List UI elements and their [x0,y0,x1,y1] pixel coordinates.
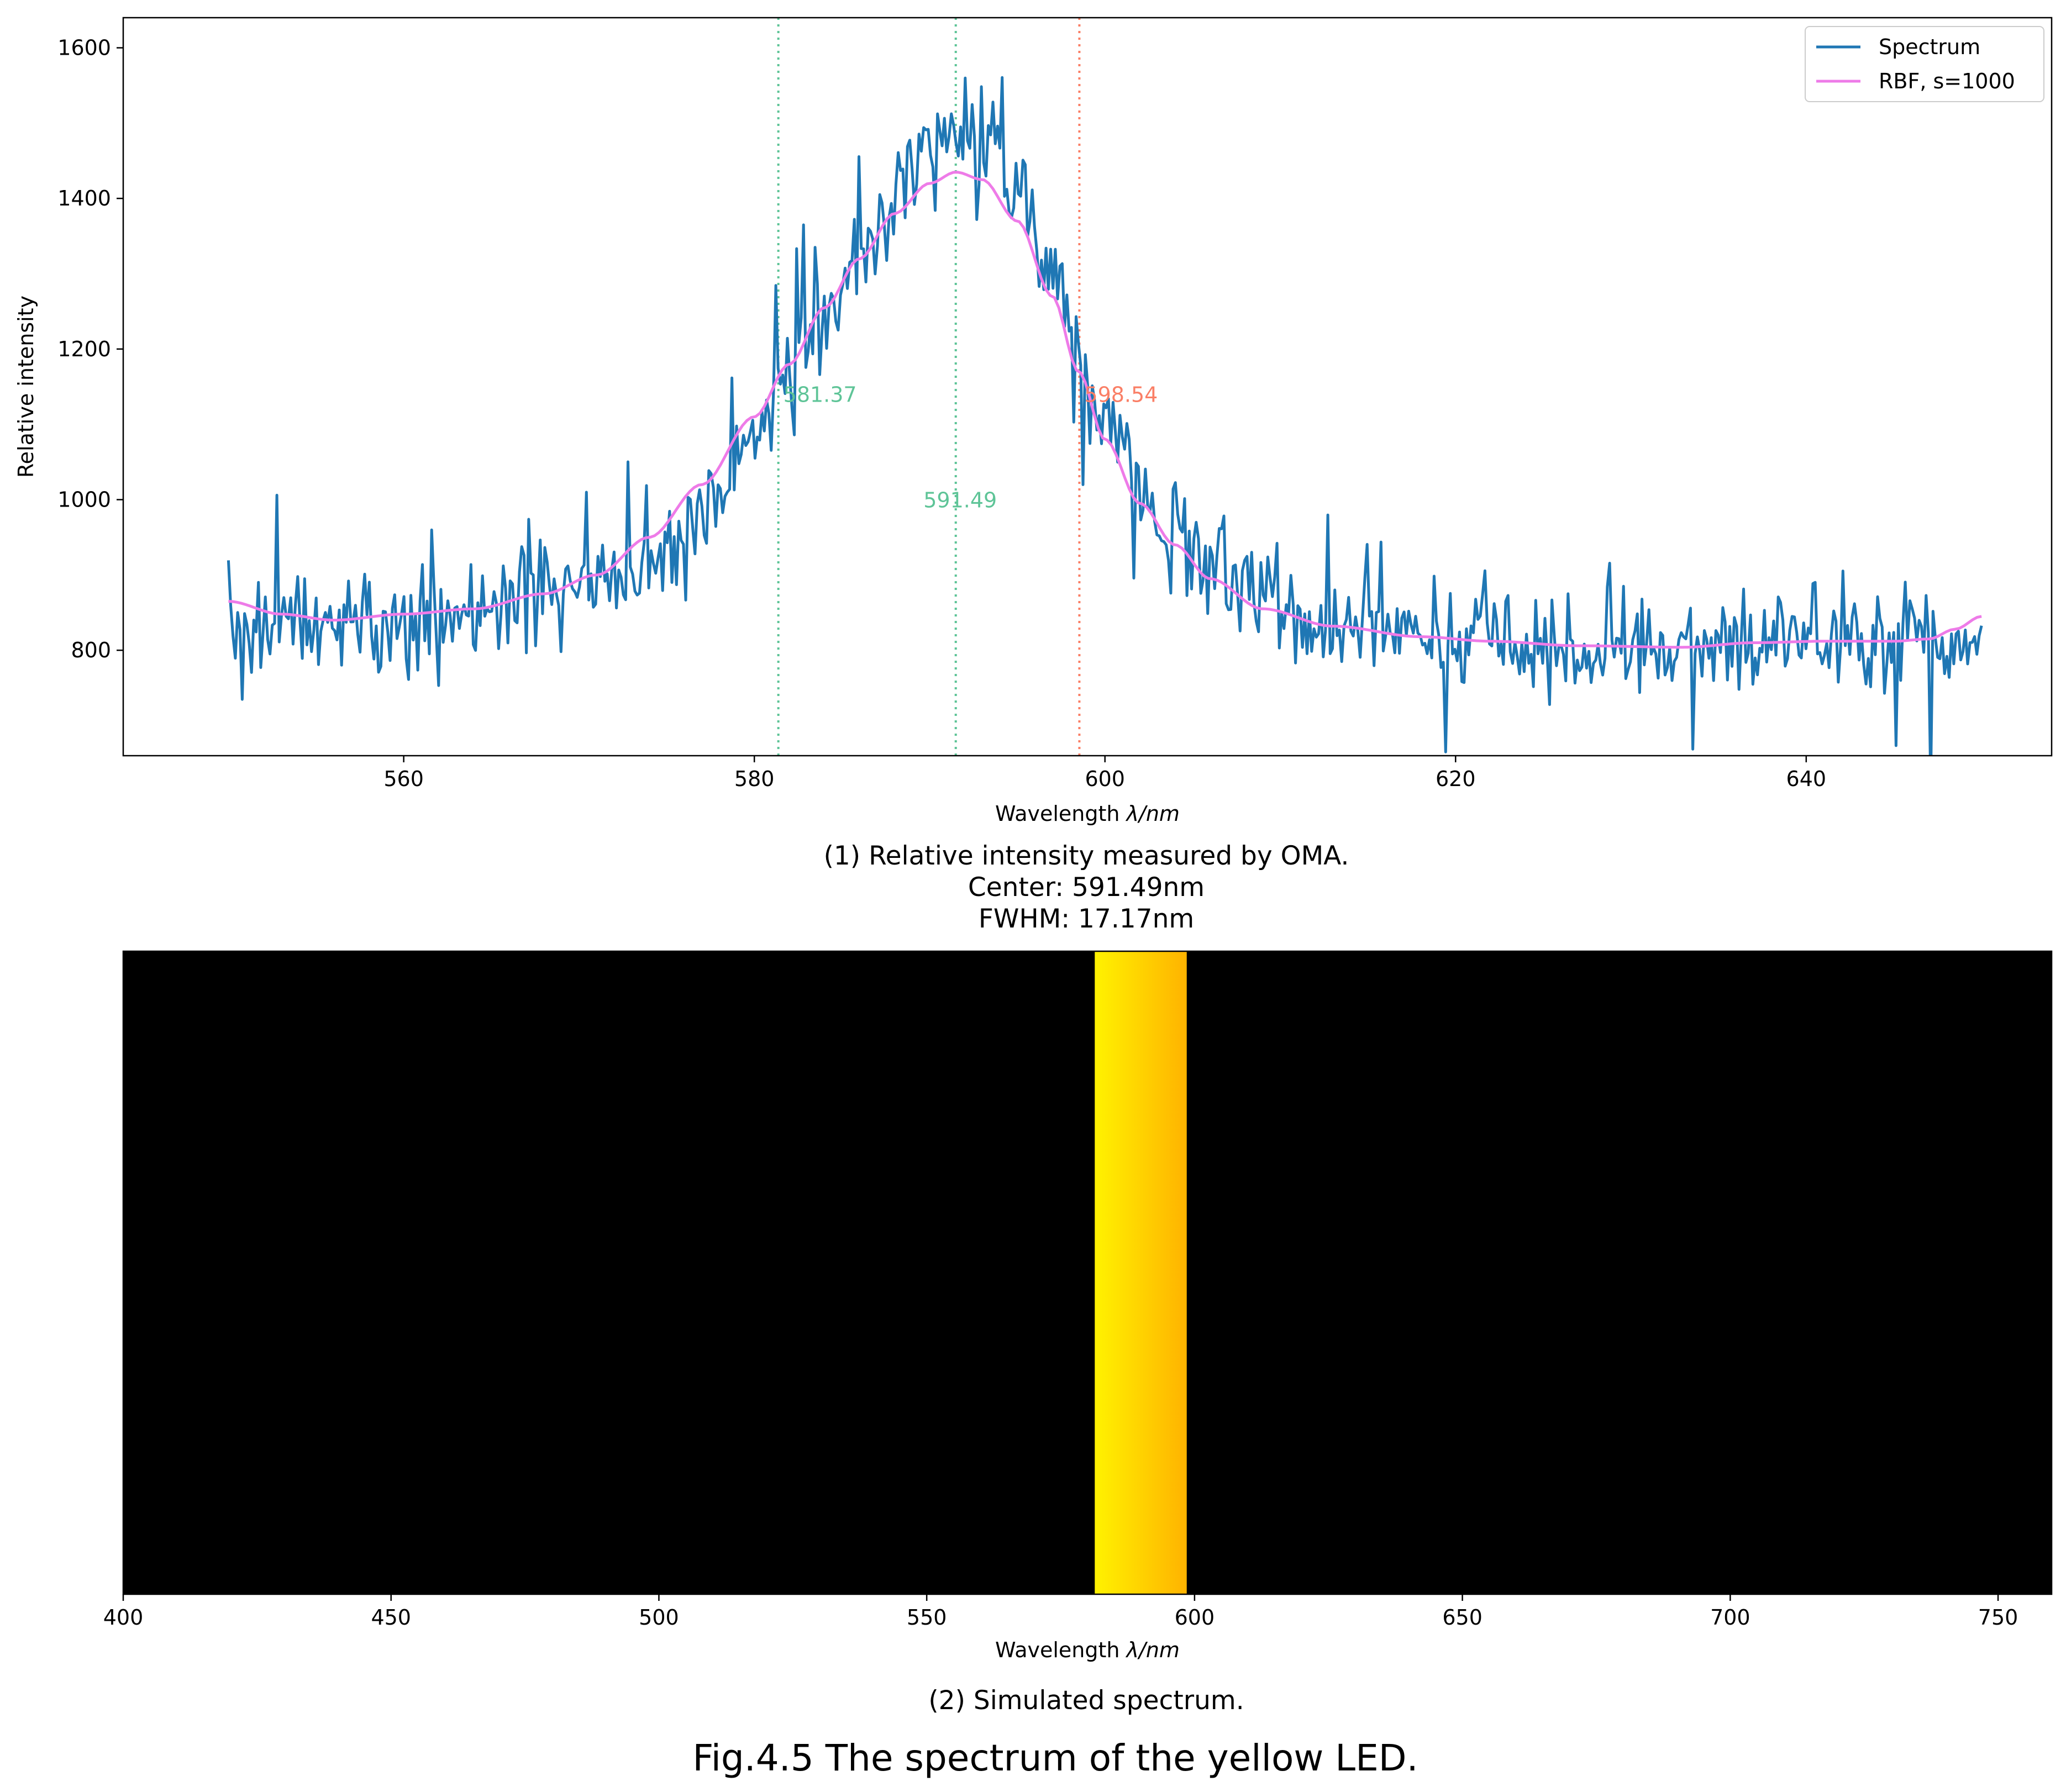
y-tick-label: 1600 [57,36,111,60]
x-tick-label: 620 [1436,767,1476,791]
marker-label: 581.37 [784,383,857,407]
figure-title: Fig.4.5 The spectrum of the yellow LED. [692,1737,1418,1779]
legend: Spectrum RBF, s=1000 [1805,26,2044,102]
x-tick-label-2: 700 [1710,1605,1750,1630]
series-rbf [228,171,1982,649]
x-tick-label: 600 [1085,767,1125,791]
plot-frame-2 [122,950,2053,1595]
chart1-caption-fwhm: FWHM: 17.17nm [979,904,1194,934]
x-tick-label: 580 [734,767,775,791]
series-group [227,76,1983,756]
marker-labels: 581.37 591.49 598.54 [784,383,1158,513]
x-tick-label-2: 550 [907,1605,947,1630]
emission-band [1095,951,1187,1594]
x-tick-label-2: 750 [1978,1605,2018,1630]
chart1-caption-line1: (1) Relative intensity measured by OMA. [824,841,1349,871]
legend-label-rbf: RBF, s=1000 [1879,69,2015,93]
y-tick-label: 800 [71,638,111,662]
x-tick-label-2: 450 [371,1605,411,1630]
x-axis-label: Wavelength λ/nm [995,802,1180,826]
x-axis-label-2: Wavelength λ/nm [995,1638,1180,1662]
x-tick-label-2: 650 [1442,1605,1483,1630]
y-axis-label: Relative intensity [14,296,38,478]
marker-label: 591.49 [923,488,997,512]
x-tick-label-2: 400 [103,1605,144,1630]
plot-frame [122,17,2053,757]
y-tick-label: 1400 [57,186,111,210]
chart2-caption: (2) Simulated spectrum. [928,1685,1244,1716]
x-tick-label-2: 500 [639,1605,679,1630]
x-tick-label: 640 [1786,767,1827,791]
y-tick-label: 1200 [57,337,111,361]
spectrum-background [123,951,2052,1594]
spectrum-chart: 581.37 591.49 598.54 560 580 600 620 640 800 10… [14,17,2053,934]
x-ticks: 560 580 600 620 640 [383,756,1826,791]
series-spectrum [227,76,1983,756]
simulated-spectrum-chart: 400 450 500 550 600 650 700 750 Wavelength λ/nm… [103,950,2053,1716]
legend-label-spectrum: Spectrum [1879,35,1980,59]
marker-label: 598.54 [1084,383,1158,407]
legend-box [1805,26,2044,102]
chart1-caption-center: Center: 591.49nm [968,872,1205,903]
y-ticks: 800 1000 1200 1400 1600 [57,36,123,662]
x-tick-label-2: 600 [1175,1605,1215,1630]
y-tick-label: 1000 [57,487,111,512]
x-tick-label: 560 [383,767,424,791]
x-ticks-2: 400 450 500 550 600 650 700 750 [103,1594,2018,1630]
